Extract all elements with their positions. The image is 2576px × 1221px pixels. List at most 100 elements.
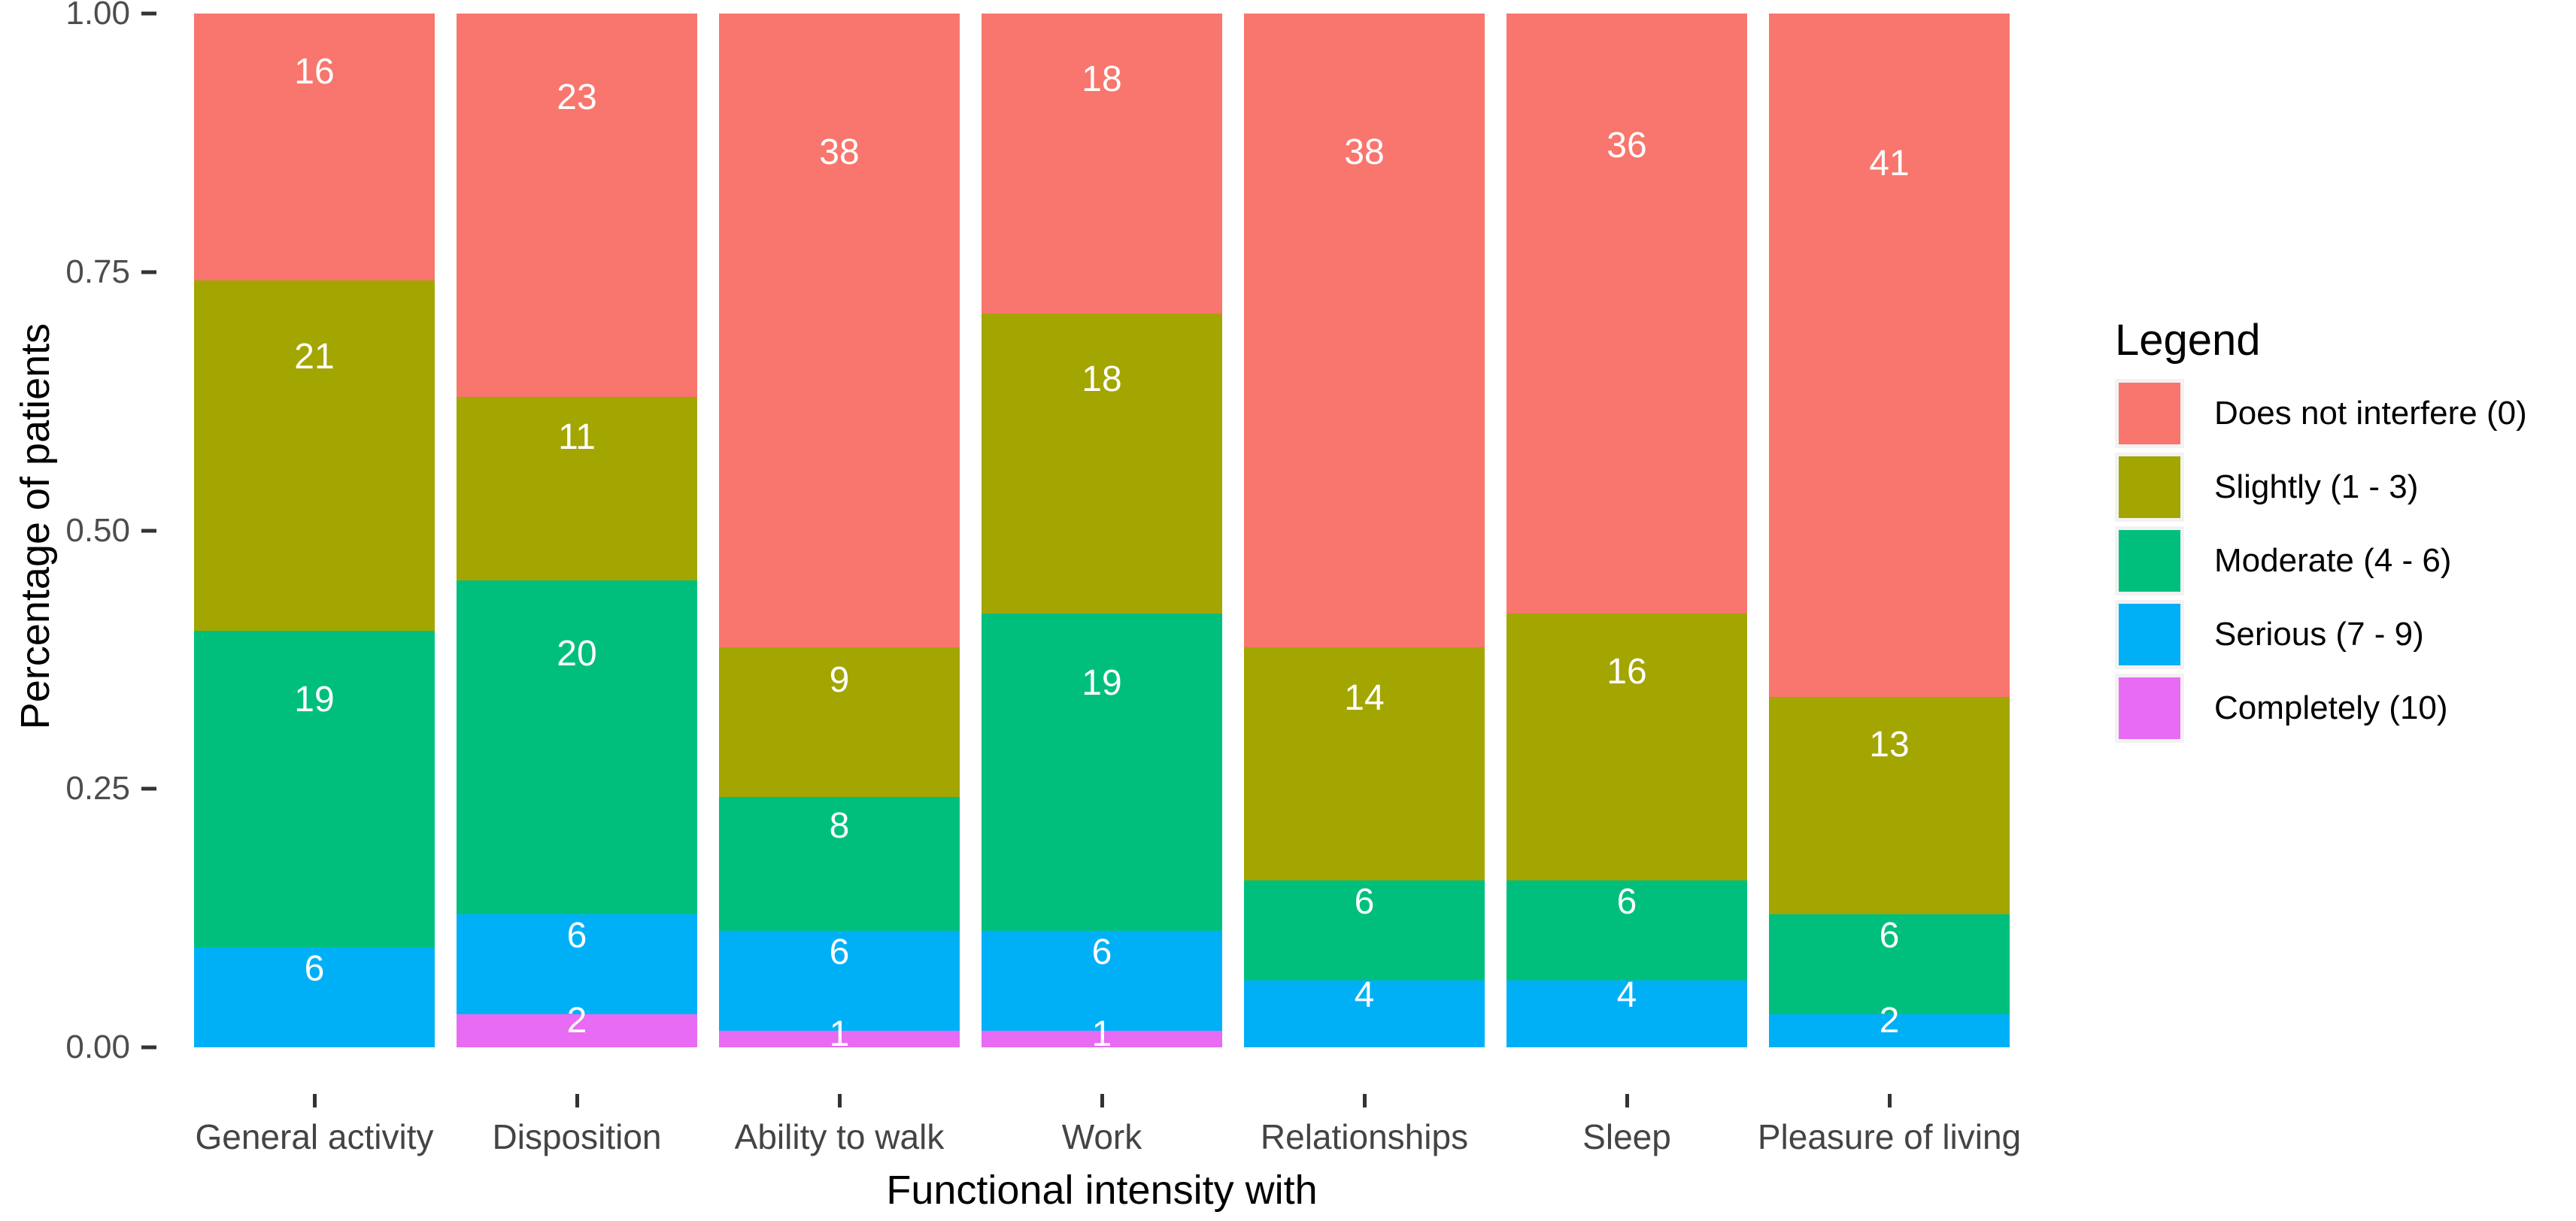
x-axis-tick-label: General activity (195, 1117, 434, 1156)
x-axis-tick-mark (837, 1094, 842, 1107)
bar-value-label: 6 (1616, 882, 1637, 923)
bar-segment: 4 (1506, 974, 1747, 1047)
bar-segment: 20 (457, 580, 697, 914)
x-axis-cell: Pleasure of living (1758, 1094, 2021, 1154)
bar-value-label: 16 (1607, 652, 1647, 692)
bar-segment: 6 (457, 913, 697, 1014)
x-axis-cell: Ability to walk (719, 1094, 960, 1154)
bar-value-label: 14 (1344, 678, 1385, 719)
bar-segment: 23 (457, 14, 697, 398)
y-axis-tick-label: 1.00 (65, 0, 130, 32)
bar-value-label: 36 (1607, 125, 1647, 165)
bar-segment: 14 (1244, 647, 1485, 881)
bar-segment: 38 (1244, 14, 1485, 647)
bar-value-label: 21 (294, 337, 335, 377)
legend-item-label: Does not interfere (0) (2214, 395, 2527, 432)
bar-segment: 11 (457, 397, 697, 581)
bar-segment: 19 (982, 614, 1222, 931)
bar-value-label: 19 (1082, 663, 1122, 704)
bar-value-label: 2 (566, 1001, 587, 1041)
bar-segment: 1 (719, 1016, 960, 1052)
bar: 36 16 6 4 (1506, 14, 1747, 1047)
legend-swatch (2115, 600, 2184, 669)
bar-segment: 21 (194, 280, 435, 631)
legend-item: Slightly (1 - 3) (2115, 453, 2527, 522)
bar-segment: 18 (982, 14, 1222, 314)
bar-value-label: 6 (829, 932, 850, 972)
bar-segment: 6 (194, 947, 435, 1047)
bar: 38 14 6 4 (1244, 14, 1485, 1047)
bar-value-label: 16 (294, 52, 335, 92)
legend-swatch (2115, 674, 2184, 743)
x-axis-tick-mark (312, 1094, 317, 1107)
bar-value-label: 8 (829, 806, 850, 847)
bar-value-label: 6 (1879, 915, 1900, 956)
bar-value-label: 1 (1091, 1013, 1112, 1054)
x-axis-tick-label: Disposition (492, 1117, 662, 1156)
bar-segment: 16 (194, 14, 435, 280)
x-axis-cell: Disposition (457, 1094, 697, 1154)
x-axis-cell: General activity (194, 1094, 435, 1154)
bar-value-label: 38 (819, 132, 860, 173)
legend-title: Legend (2115, 316, 2261, 365)
bar-value-label: 38 (1344, 132, 1385, 173)
legend: Legend Does not interfere (0) Slightly (1… (2115, 319, 2527, 747)
x-axis-tick-label: Pleasure of living (1757, 1117, 2022, 1156)
y-axis-tick-label: 0.00 (65, 1029, 130, 1065)
bar-segment: 2 (457, 1003, 697, 1047)
bar-value-label: 20 (557, 633, 597, 674)
x-axis-tick-mark (1887, 1094, 1892, 1107)
bar: 23 11 20 6 2 (457, 14, 697, 1047)
bar-segment: 4 (1244, 974, 1485, 1047)
bar-value-label: 9 (829, 659, 850, 700)
legend-item-label: Serious (7 - 9) (2214, 616, 2424, 653)
bar-segment: 41 (1769, 14, 2010, 698)
bar-value-label: 18 (1082, 359, 1122, 399)
bar-value-label: 6 (566, 915, 587, 956)
bar-segment: 8 (719, 797, 960, 931)
legend-item: Moderate (4 - 6) (2115, 526, 2527, 595)
bar-segment: 18 (982, 314, 1222, 614)
bar-segment: 38 (719, 14, 960, 647)
bar-value-label: 23 (557, 77, 597, 118)
bar-value-label: 4 (1354, 974, 1375, 1015)
x-axis-cell: Relationships (1244, 1094, 1485, 1154)
bar-segment: 6 (982, 930, 1222, 1031)
bar-value-label: 19 (294, 680, 335, 720)
bar-value-label: 6 (1354, 882, 1375, 923)
bar-value-label: 6 (1091, 932, 1112, 972)
legend-item-label: Moderate (4 - 6) (2214, 542, 2452, 579)
bar-value-label: 41 (1869, 144, 1910, 184)
bar-value-label: 6 (304, 949, 325, 989)
legend-item: Does not interfere (0) (2115, 379, 2527, 448)
plot-area: 16 21 19 6 23 11 20 6 2 38 9 8 6 1 18 18 19 6 1 38 14 6 4 36 16 6… (194, 14, 2010, 1052)
bar: 41 13 6 2 (1769, 14, 2010, 1047)
x-axis-title: Functional intensity with (886, 1168, 1318, 1213)
x-axis-tick-label: Relationships (1260, 1117, 1469, 1156)
legend-swatch (2115, 379, 2184, 448)
y-axis-tick-mark (141, 1045, 156, 1050)
bar: 18 18 19 6 1 (982, 14, 1222, 1052)
bar-value-label: 4 (1616, 974, 1637, 1015)
y-axis-tick-mark (141, 786, 156, 791)
x-axis-tick-mark (575, 1094, 579, 1107)
bar: 38 9 8 6 1 (719, 14, 960, 1052)
legend-item: Serious (7 - 9) (2115, 600, 2527, 669)
legend-swatch (2115, 453, 2184, 522)
x-axis-tick-mark (1100, 1094, 1104, 1107)
y-axis-tick-mark (141, 11, 156, 16)
y-axis: 0.00 0.25 0.50 0.75 1.00 (0, 0, 194, 1064)
x-axis-tick-label: Work (1061, 1117, 1142, 1156)
x-axis-cell: Work (982, 1094, 1222, 1154)
bar-segment: 2 (1769, 1003, 2010, 1047)
bar-value-label: 13 (1869, 724, 1910, 765)
y-axis-tick-mark (141, 270, 156, 274)
bar-segment: 19 (194, 630, 435, 947)
bar-segment: 1 (982, 1016, 1222, 1052)
bar-segment: 13 (1769, 697, 2010, 914)
bar-segment: 16 (1506, 614, 1747, 881)
bar: 16 21 19 6 (194, 14, 435, 1047)
y-axis-tick-label: 0.50 (65, 511, 130, 549)
legend-swatch (2115, 526, 2184, 595)
